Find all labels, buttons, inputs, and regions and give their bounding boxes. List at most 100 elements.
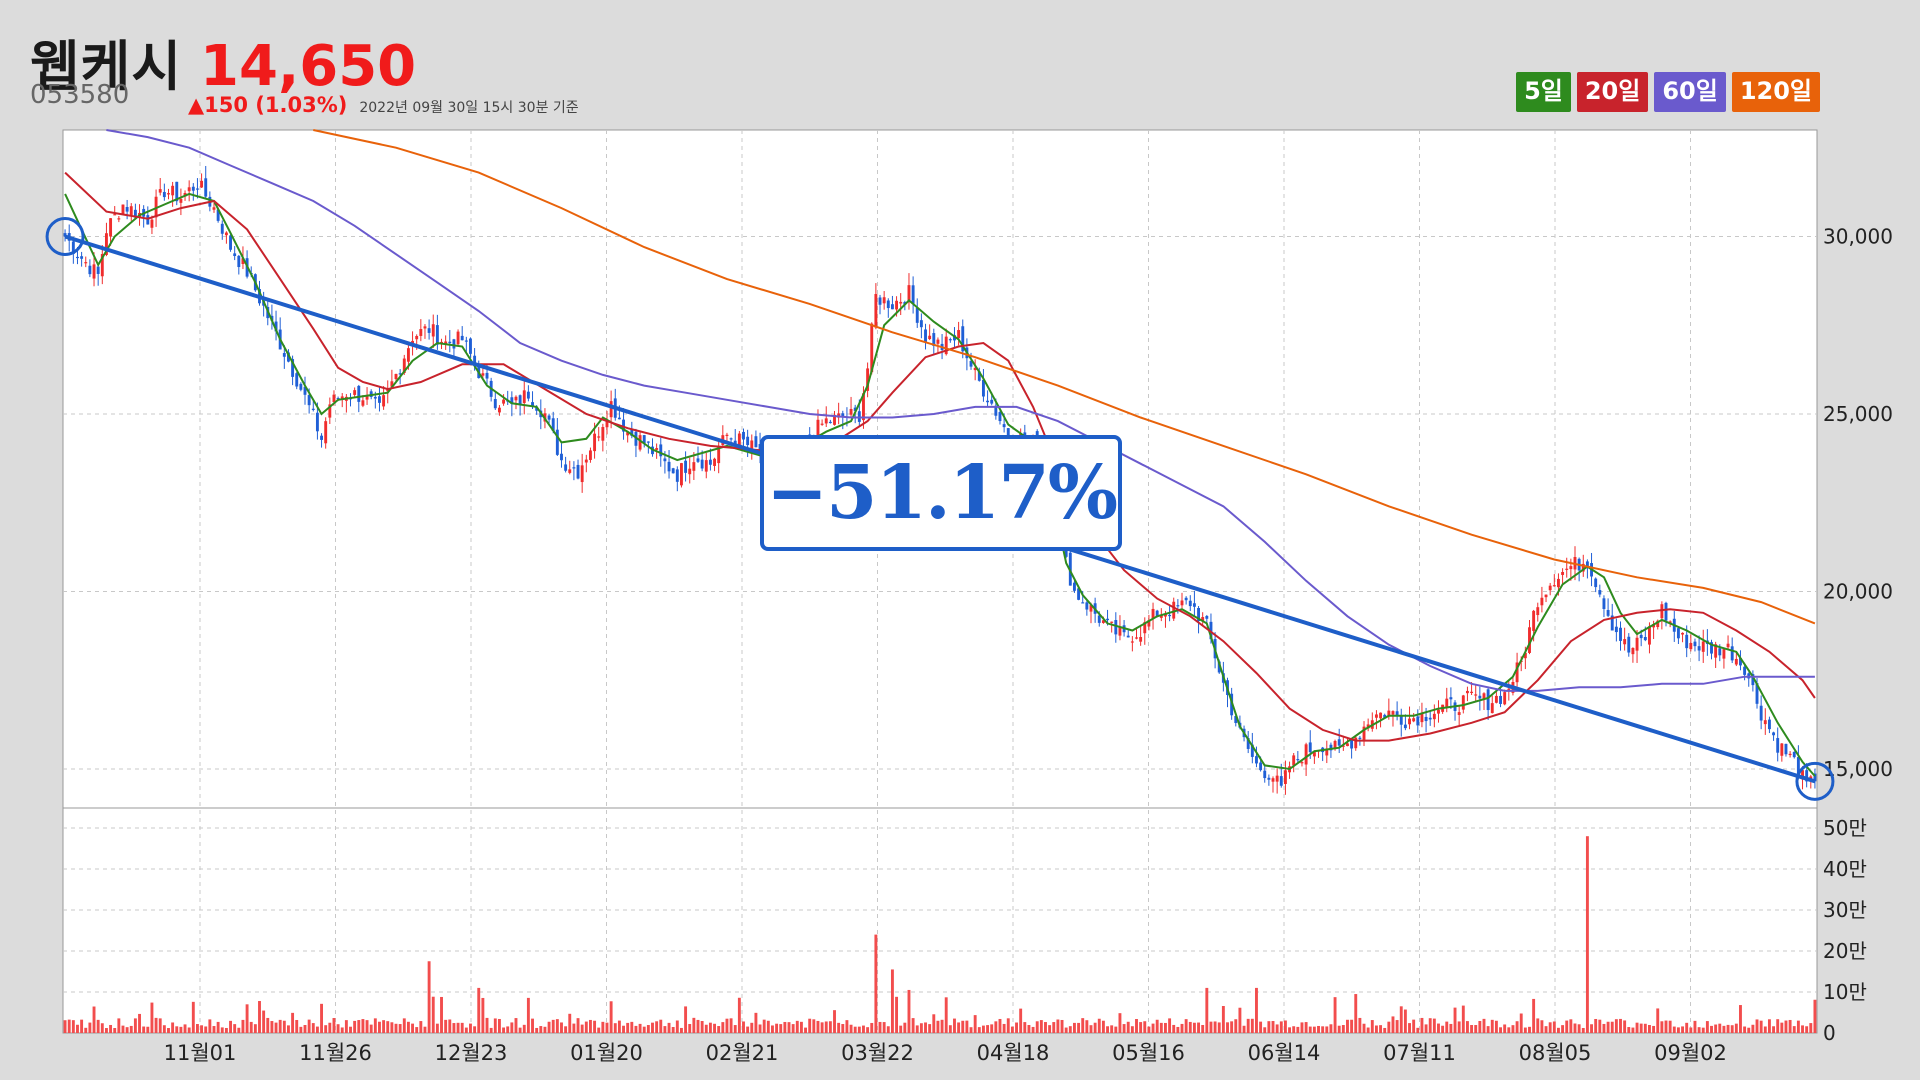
volume-group — [63, 836, 1817, 1033]
volume-bar — [142, 1026, 146, 1033]
volume-bar — [154, 1017, 158, 1033]
volume-bar — [799, 1021, 803, 1033]
volume-bar — [477, 987, 481, 1033]
volume-bar — [1718, 1023, 1722, 1033]
volume-bar — [684, 1006, 688, 1033]
x-tick-label: 02월21 — [706, 1041, 779, 1065]
volume-bar — [171, 1022, 175, 1033]
candle-body — [324, 421, 328, 444]
candle-body — [1184, 597, 1188, 601]
volume-bar — [1648, 1024, 1651, 1033]
volume-bar — [1681, 1026, 1685, 1033]
volume-bar — [1465, 1021, 1469, 1033]
volume-bar — [704, 1024, 708, 1033]
volume-bar — [613, 1023, 617, 1033]
candle-body — [1391, 711, 1395, 715]
volume-bar — [1027, 1025, 1031, 1033]
candle-body — [464, 340, 468, 342]
volume-bar — [1486, 1026, 1490, 1033]
candle-body — [915, 307, 919, 323]
ma-120-button[interactable]: 120일 — [1731, 72, 1820, 112]
volume-bar — [1346, 1019, 1349, 1033]
volume-bar — [812, 1019, 816, 1033]
price-tick-label: 30,000 — [1823, 224, 1893, 248]
candle-body — [287, 352, 290, 362]
volume-bar — [626, 1022, 630, 1033]
volume-bar — [1271, 1021, 1275, 1033]
volume-bar — [1664, 1020, 1668, 1033]
candle-body — [878, 297, 882, 305]
volume-bar — [857, 1026, 861, 1033]
candle-body — [882, 297, 886, 304]
ma-60-button[interactable]: 60일 — [1654, 72, 1726, 112]
candle-body — [229, 235, 232, 250]
volume-bar — [200, 1025, 204, 1033]
candle-body — [394, 373, 398, 380]
volume-bar — [543, 1026, 547, 1033]
volume-bar — [1081, 1018, 1085, 1033]
volume-bar — [733, 1025, 737, 1033]
candle-body — [1569, 566, 1573, 570]
candle-body — [593, 433, 597, 452]
candle-body — [584, 459, 588, 463]
candle-body — [1130, 641, 1134, 643]
volume-bar — [1503, 1024, 1507, 1033]
volume-bar — [167, 1028, 170, 1033]
volume-bar — [1453, 1007, 1457, 1033]
ma-20-button[interactable]: 20일 — [1576, 72, 1649, 112]
volume-bar — [1288, 1027, 1292, 1033]
candle-body — [1631, 647, 1635, 655]
candle-body — [187, 187, 191, 192]
volume-bar — [944, 997, 948, 1033]
candle-body — [692, 462, 696, 471]
volume-bar — [1176, 1026, 1180, 1033]
candle-body — [737, 433, 741, 448]
change-row: ▲150 (1.03%) 2022년 09월 30일 15시 30분 기준 — [188, 93, 579, 117]
volume-bar — [233, 1024, 237, 1033]
candle-body — [609, 401, 613, 418]
ma-5-button[interactable]: 5일 — [1516, 72, 1571, 112]
candle-body — [1664, 602, 1668, 621]
volume-bar — [208, 1019, 212, 1033]
volume-bar — [1610, 1021, 1614, 1033]
volume-bar — [1060, 1019, 1064, 1033]
volume-bar — [1730, 1025, 1734, 1033]
x-tick-label: 11월01 — [164, 1041, 237, 1065]
volume-bar — [1039, 1020, 1043, 1033]
candle-body — [1743, 666, 1747, 675]
x-tick-label: 09월02 — [1654, 1041, 1727, 1065]
volume-bar — [361, 1019, 365, 1033]
candle-body — [1192, 603, 1196, 607]
volume-bar — [994, 1021, 998, 1033]
volume-bar — [473, 1026, 477, 1033]
volume-bar — [1685, 1022, 1689, 1033]
candle-body — [1528, 627, 1531, 653]
volume-bar — [224, 1027, 228, 1033]
as-of-timestamp: 2022년 09월 30일 15시 30분 기준 — [359, 100, 579, 116]
volume-bar — [253, 1024, 257, 1033]
volume-bar — [1044, 1022, 1047, 1033]
volume-bar — [506, 1026, 510, 1033]
volume-bar — [940, 1019, 944, 1033]
candle-body — [1494, 695, 1498, 703]
candle-body — [92, 264, 96, 279]
volume-tick-label: 20만 — [1823, 939, 1867, 963]
volume-bar — [1470, 1025, 1474, 1033]
candle-body — [88, 265, 92, 275]
volume-bar — [1077, 1022, 1081, 1033]
volume-bar — [886, 1026, 890, 1033]
volume-bar — [1217, 1022, 1221, 1033]
volume-bar — [423, 1026, 427, 1033]
volume-bar — [655, 1021, 659, 1033]
volume-bar — [1259, 1021, 1263, 1033]
volume-bar — [932, 1014, 936, 1033]
volume-bar — [754, 1012, 758, 1033]
volume-bar — [1441, 1025, 1445, 1033]
candle-body — [1267, 777, 1271, 780]
volume-bar — [1122, 1024, 1126, 1033]
volume-bar — [667, 1022, 671, 1033]
volume-bar — [977, 1027, 981, 1033]
volume-bar — [146, 1026, 150, 1033]
volume-bar — [216, 1021, 220, 1033]
trend-start-marker — [45, 216, 85, 256]
